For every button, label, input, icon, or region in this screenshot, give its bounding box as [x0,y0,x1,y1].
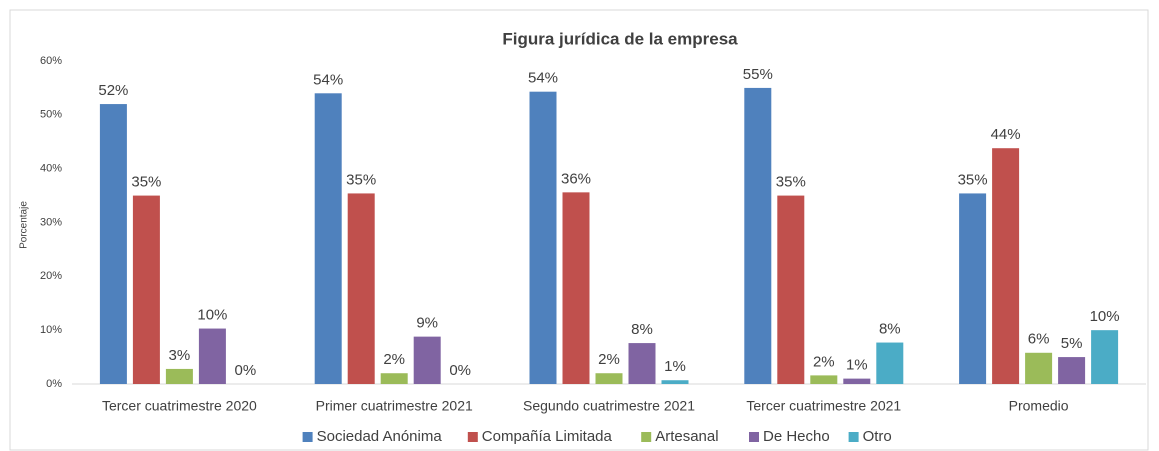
chart-title: Figura jurídica de la empresa [502,29,738,48]
value-label: 54% [313,71,343,88]
bar [132,195,160,384]
value-label: 35% [776,174,806,191]
legend-label: Otro [863,428,892,445]
x-tick-label: Tercer cuatrimestre 2020 [102,398,257,414]
x-tick-label: Segundo cuatrimestre 2021 [523,398,695,414]
value-label: 8% [879,321,901,338]
value-label: 10% [1090,308,1120,325]
bar [380,373,408,384]
value-label: 52% [98,82,128,99]
bar [992,148,1020,384]
value-label: 54% [528,70,558,87]
value-label: 9% [416,315,438,332]
bar [413,336,441,384]
bar [876,342,904,384]
legend-swatch [749,432,759,442]
value-label: 35% [346,171,376,188]
legend-swatch [641,432,652,442]
y-tick-label: 40% [40,163,62,175]
value-label: 55% [743,66,773,83]
bar [529,91,557,384]
bar [777,195,805,384]
value-label: 2% [598,351,620,368]
y-axis-label: Porcentaje [19,201,30,249]
value-label: 44% [991,126,1021,143]
value-label: 8% [631,321,653,338]
value-label: 35% [131,174,161,191]
bar [628,343,656,384]
value-label: 10% [197,307,227,324]
y-tick-label: 50% [40,109,62,121]
value-label: 5% [1061,335,1083,352]
y-tick-label: 20% [40,270,62,282]
legend-swatch [848,432,859,442]
bar [1091,330,1119,384]
y-tick-label: 0% [46,378,62,390]
value-label: 35% [958,171,988,188]
bar [959,193,987,384]
bar [347,193,375,384]
y-tick-label: 60% [40,55,62,67]
bar [562,192,590,384]
value-label: 36% [561,170,591,187]
value-label: 0% [449,362,471,379]
bar [661,380,689,384]
bar [1058,357,1086,384]
bar [595,373,623,384]
x-tick-label: Tercer cuatrimestre 2021 [746,398,901,414]
value-label: 0% [235,362,257,379]
x-tick-label: Promedio [1009,398,1069,414]
legend-label: Compañía Limitada [482,428,613,445]
y-tick-label: 30% [40,216,62,228]
bar [198,328,226,384]
legend-swatch [302,432,313,442]
legend-label: Artesanal [655,428,718,445]
value-label: 2% [813,353,835,370]
legend-label: Sociedad Anónima [317,428,443,445]
bar [99,104,127,385]
x-tick-label: Primer cuatrimestre 2021 [316,398,473,414]
bar [165,368,193,384]
value-label: 6% [1028,331,1050,348]
legend-label: De Hecho [763,428,830,445]
legend-swatch [467,432,478,442]
value-label: 3% [169,347,191,364]
y-tick-label: 10% [40,324,62,336]
bar [744,87,772,385]
value-label: 1% [664,358,686,375]
bar [314,93,342,385]
bar [843,378,871,384]
bar [810,375,838,384]
value-label: 2% [383,351,405,368]
bar [1025,352,1053,384]
value-label: 1% [846,357,868,374]
